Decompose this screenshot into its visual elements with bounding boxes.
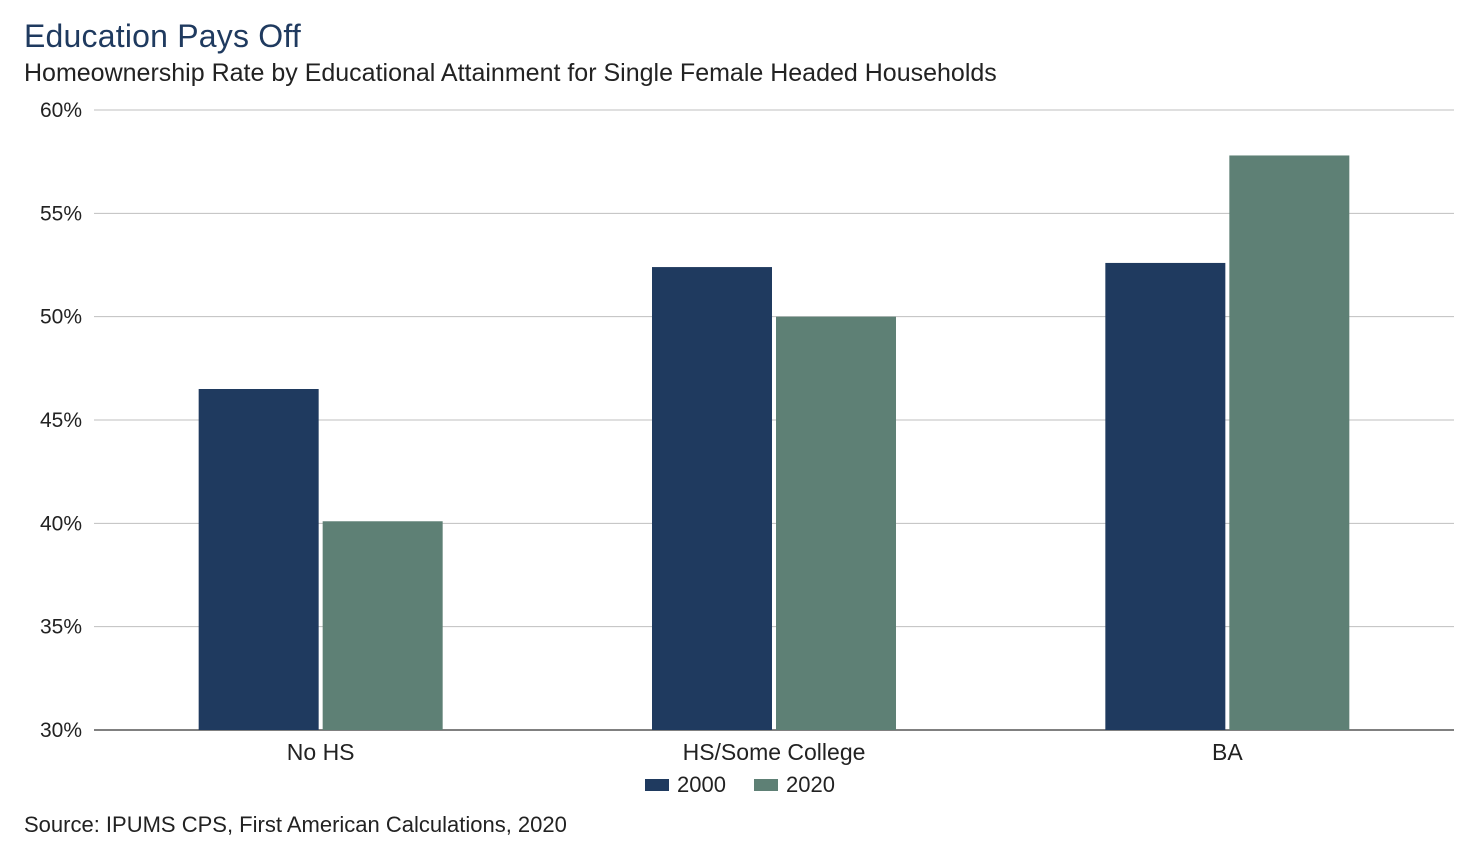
- bar-2000-2: [1105, 263, 1225, 730]
- chart-subtitle: Homeownership Rate by Educational Attain…: [24, 59, 1456, 88]
- y-tick-label: 40%: [40, 512, 82, 535]
- chart-legend: 2000 2020: [24, 772, 1456, 798]
- bar-2020-0: [323, 521, 443, 730]
- y-tick-label: 35%: [40, 616, 82, 639]
- chart-title: Education Pays Off: [24, 18, 1456, 55]
- bar-2020-2: [1229, 155, 1349, 730]
- bar-2020-1: [776, 317, 896, 730]
- chart-svg: 30% 35% 40% 45% 50% 55% 60% No HS HS/Some Colleg…: [24, 98, 1456, 766]
- legend-item-2000: 2000: [645, 772, 726, 798]
- chart-area: 30% 35% 40% 45% 50% 55% 60% No HS HS/Some Colleg…: [24, 98, 1456, 766]
- legend-label-2020: 2020: [786, 772, 835, 798]
- y-tick-label: 45%: [40, 409, 82, 432]
- legend-label-2000: 2000: [677, 772, 726, 798]
- y-tick-label: 55%: [40, 202, 82, 225]
- y-tick-label: 60%: [40, 99, 82, 122]
- legend-item-2020: 2020: [754, 772, 835, 798]
- y-tick-label: 30%: [40, 719, 82, 742]
- bar-2000-0: [199, 389, 319, 730]
- x-tick-label: BA: [1212, 739, 1243, 765]
- legend-swatch-2020: [754, 779, 778, 791]
- legend-swatch-2000: [645, 779, 669, 791]
- source-text: Source: IPUMS CPS, First American Calcul…: [24, 812, 1456, 838]
- page-root: Education Pays Off Homeownership Rate by…: [0, 0, 1480, 859]
- y-tick-label: 50%: [40, 306, 82, 329]
- bar-2000-1: [652, 267, 772, 730]
- x-tick-label: HS/Some College: [683, 739, 866, 765]
- x-tick-label: No HS: [287, 739, 355, 765]
